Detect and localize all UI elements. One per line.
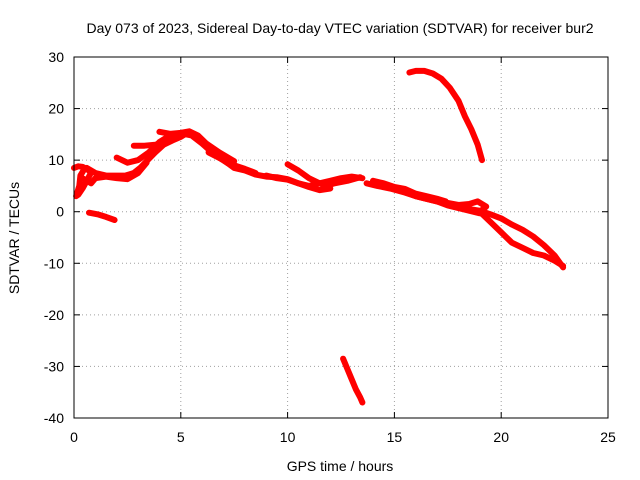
series-group [71, 67, 567, 406]
x-tick-label: 10 [280, 429, 296, 445]
series-arc-small-low [86, 209, 118, 223]
series-arc-upper-right [406, 67, 485, 164]
y-tick-label: -20 [44, 307, 64, 323]
series-arc-start-loop [71, 163, 95, 200]
y-tick-label: 20 [48, 101, 64, 117]
series-arc-early-a [83, 129, 191, 179]
y-tick-label: -10 [44, 255, 64, 271]
x-tick-label: 5 [177, 429, 185, 445]
y-tick-label: -30 [44, 358, 64, 374]
x-axis-label: GPS time / hours [287, 458, 394, 474]
tick-labels: 0 5 10 15 20 25 -40 -30 -20 -10 0 10 20 30 [44, 49, 616, 445]
plot-frame [73, 56, 609, 419]
axis-ticks [73, 56, 609, 419]
y-tick-label: 10 [48, 152, 64, 168]
series-arc-late-lower [444, 198, 567, 269]
y-tick-label: 30 [48, 49, 64, 65]
series-arc-early-b [79, 159, 150, 187]
grid-lines [74, 57, 608, 418]
chart-title: Day 073 of 2023, Sidereal Day-to-day VTE… [86, 20, 593, 36]
series-arc-upper [156, 128, 238, 165]
x-tick-label: 25 [600, 429, 616, 445]
y-axis-label: SDTVAR / TECUs [6, 182, 22, 294]
y-tick-label: 0 [56, 204, 64, 220]
series-arc-mid-3 [263, 172, 366, 189]
x-tick-label: 15 [387, 429, 403, 445]
series-arc-high-flat [130, 140, 167, 149]
x-tick-label: 20 [493, 429, 509, 445]
series-arc-bottom [340, 355, 366, 406]
x-tick-label: 0 [70, 429, 78, 445]
y-tick-label: -40 [44, 410, 64, 426]
series-arc-late-mid [391, 185, 483, 217]
